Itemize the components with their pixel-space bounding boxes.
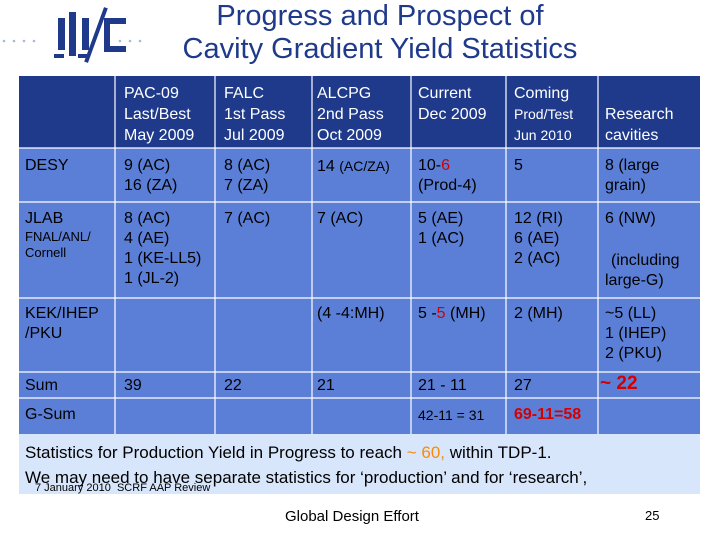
row-sum-falc: 22 [224,377,242,394]
row-desy-current: 10-6 (Prod-4) [418,157,477,194]
footer-date-event: 7 January 2010 SCRF AAP Review [35,482,211,494]
row-sum-research: ~ 22 [600,373,638,394]
summary-box [19,434,700,494]
title-line-1: Progress and Prospect of [216,0,544,32]
row-jlab-current: 5 (AE) 1 (AC) [418,210,465,247]
row-sum-coming: 27 [514,377,532,394]
row-gsum-label: G-Sum [25,406,76,423]
table-grid [19,76,700,434]
header-col-coming: Coming Prod/Test Jun 2010 [514,85,574,143]
row-gsum-current: 42-11 = 31 [418,407,485,423]
row-kek-current: 5 -5 (MH) [418,305,486,322]
row-sum-alcpg: 21 [317,377,335,394]
row-kek-label: KEK/IHEP/PKU [25,305,99,342]
row-desy-label: DESY [25,157,69,174]
row-jlab-coming: 12 (RI) 6 (AE) 2 (AC) [514,210,563,267]
footer-org: Global Design Effort [285,508,419,525]
row-desy-coming: 5 [514,157,523,174]
row-gsum-coming: 69-11=58 [514,406,582,423]
header-col-pac09: PAC-09 Last/Best May 2009 [124,85,195,144]
row-sum-current: 21 - 11 [418,377,467,394]
header-col-current: Current Dec 2009 [418,85,487,123]
row-jlab-pac: 8 (AC) 4 (AE) 1 (KE-LL5) 1 (JL-2) [124,210,202,287]
row-sum-pac: 39 [124,377,142,394]
row-desy-pac: 9 (AC) 16 (ZA) [124,157,178,194]
title-dots [2,39,142,43]
title-line-2: Cavity Gradient Yield Statistics [182,33,578,65]
summary-line-1: Statistics for Production Yield in Progr… [25,443,552,462]
row-desy-falc: 8 (AC) 7 (ZA) [224,157,271,194]
header-col-falc: FALC 1st Pass Jul 2009 [224,85,286,144]
ilc-logo: ilc [54,7,126,63]
header-col-alcpg: ALCPG 2nd Pass Oct 2009 [317,85,384,144]
page-title: Progress and Prospect of Cavity Gradient… [140,0,620,66]
row-jlab-research: 6 (NW) (including large-G) [605,210,680,289]
row-kek-alcpg: (4 -4:MH) [317,305,385,322]
row-jlab-alcpg: 7 (AC) [317,210,364,227]
row-sum-label: Sum [25,377,58,394]
page-number: 25 [645,508,660,523]
row-jlab-falc: 7 (AC) [224,210,271,227]
summary-line-2: We may need to have separate statistics … [25,468,588,487]
row-desy-research: 8 (large grain) [605,157,660,194]
row-kek-research: ~5 (LL) 1 (IHEP) 2 (PKU) [605,305,667,362]
row-desy-alcpg: 14 (AC/ZA) [317,158,390,175]
header-col-research: Research cavities [605,106,674,144]
row-kek-coming: 2 (MH) [514,305,563,322]
row-jlab-label: JLAB FNAL/ANL/ Cornell [25,210,91,260]
